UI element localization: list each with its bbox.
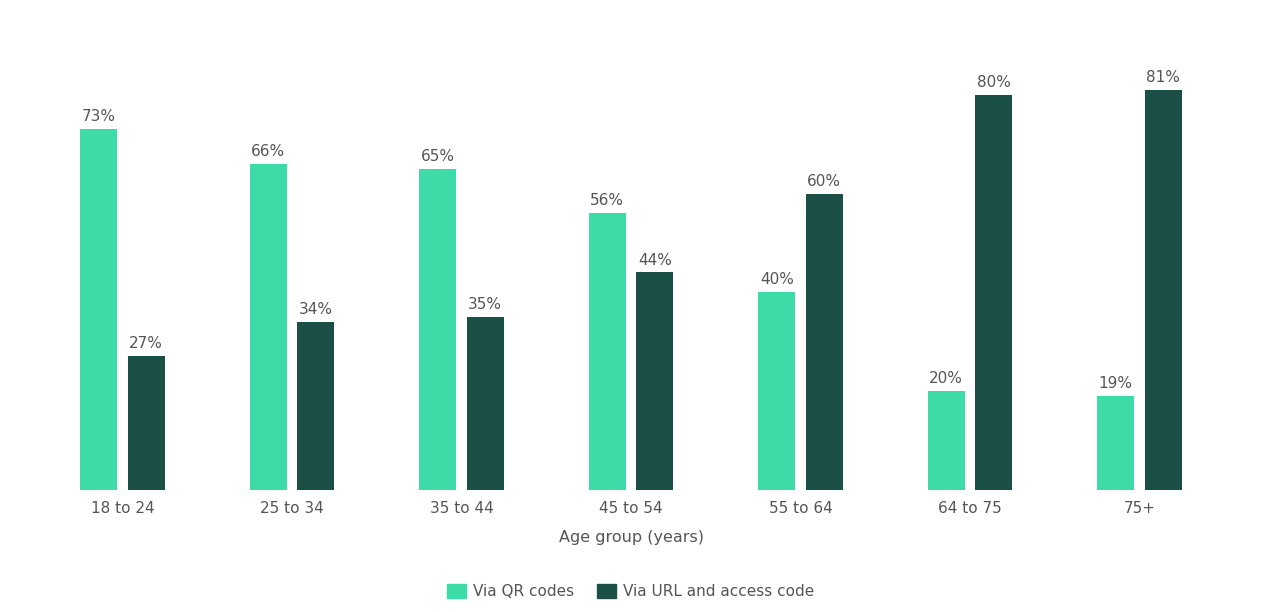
Bar: [127, 356, 165, 490]
Legend: Via QR codes, Via URL and access code: Via QR codes, Via URL and access code: [448, 584, 814, 599]
Text: 19%: 19%: [1099, 376, 1133, 391]
Bar: [1097, 396, 1135, 490]
Text: 20%: 20%: [929, 371, 963, 386]
Text: 44%: 44%: [637, 253, 671, 267]
Text: 40%: 40%: [760, 272, 794, 287]
Bar: [636, 272, 674, 490]
Text: 65%: 65%: [420, 149, 454, 164]
Bar: [976, 95, 1012, 490]
Bar: [805, 193, 843, 490]
Bar: [467, 317, 504, 490]
Text: 56%: 56%: [591, 193, 625, 208]
Text: 27%: 27%: [129, 337, 163, 351]
X-axis label: Age group (years): Age group (years): [559, 529, 703, 545]
Bar: [1145, 90, 1181, 490]
Text: 81%: 81%: [1146, 70, 1180, 85]
Text: 60%: 60%: [808, 174, 842, 188]
Bar: [250, 164, 286, 490]
Text: 80%: 80%: [977, 75, 1011, 90]
Text: 35%: 35%: [468, 297, 502, 312]
Bar: [588, 213, 626, 490]
Bar: [758, 292, 795, 490]
Bar: [297, 322, 334, 490]
Bar: [419, 169, 457, 490]
Text: 34%: 34%: [299, 302, 333, 317]
Text: 73%: 73%: [82, 110, 116, 124]
Bar: [81, 129, 117, 490]
Bar: [928, 391, 965, 490]
Text: 66%: 66%: [251, 144, 285, 159]
